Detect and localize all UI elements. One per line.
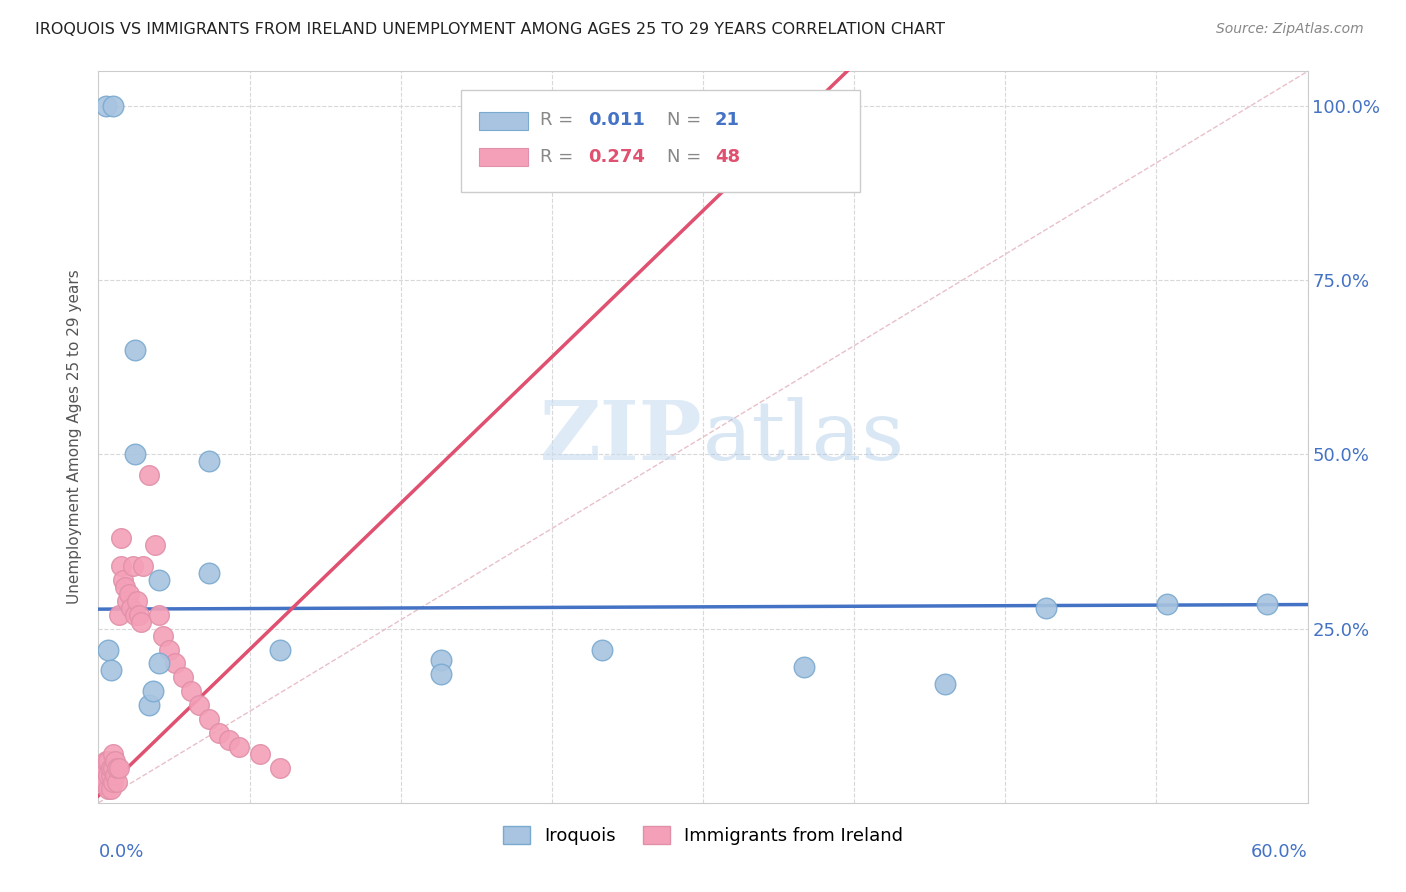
Text: 48: 48 bbox=[716, 148, 740, 166]
Text: atlas: atlas bbox=[703, 397, 905, 477]
Point bbox=[128, 607, 150, 622]
Point bbox=[96, 754, 118, 768]
Point bbox=[103, 754, 125, 768]
Point bbox=[101, 747, 124, 761]
Point bbox=[198, 454, 221, 468]
Point bbox=[110, 558, 132, 573]
Point bbox=[96, 99, 118, 113]
Point bbox=[430, 653, 453, 667]
Y-axis label: Unemployment Among Ages 25 to 29 years: Unemployment Among Ages 25 to 29 years bbox=[67, 269, 83, 605]
FancyBboxPatch shape bbox=[479, 112, 527, 130]
Point bbox=[107, 761, 129, 775]
Point bbox=[107, 607, 129, 622]
Point bbox=[148, 657, 170, 671]
Point bbox=[97, 781, 120, 796]
Point bbox=[124, 448, 146, 462]
Point bbox=[91, 775, 114, 789]
Point bbox=[228, 740, 250, 755]
Point bbox=[100, 664, 122, 678]
Point bbox=[121, 558, 143, 573]
Legend: Iroquois, Immigrants from Ireland: Iroquois, Immigrants from Ireland bbox=[495, 819, 911, 852]
Point bbox=[152, 629, 174, 643]
Point bbox=[124, 607, 146, 622]
Point bbox=[120, 600, 142, 615]
Point bbox=[1035, 600, 1057, 615]
Point bbox=[125, 594, 148, 608]
Point bbox=[100, 781, 122, 796]
Point bbox=[111, 573, 134, 587]
Point bbox=[101, 761, 124, 775]
Point bbox=[124, 343, 146, 357]
Point bbox=[105, 775, 128, 789]
Point bbox=[1256, 597, 1278, 611]
Point bbox=[105, 761, 128, 775]
Point bbox=[188, 698, 211, 713]
Point bbox=[1156, 597, 1178, 611]
Point bbox=[172, 670, 194, 684]
Point bbox=[934, 677, 956, 691]
Point bbox=[198, 566, 221, 580]
Point bbox=[163, 657, 186, 671]
Point bbox=[180, 684, 202, 698]
Text: 60.0%: 60.0% bbox=[1251, 843, 1308, 861]
Point bbox=[101, 775, 124, 789]
Text: N =: N = bbox=[666, 112, 707, 129]
Point bbox=[103, 768, 125, 782]
Point bbox=[100, 761, 122, 775]
Point bbox=[93, 761, 115, 775]
Point bbox=[115, 594, 138, 608]
Point bbox=[269, 642, 291, 657]
Point bbox=[97, 754, 120, 768]
Point bbox=[138, 468, 160, 483]
Point bbox=[97, 768, 120, 782]
Point bbox=[591, 642, 613, 657]
Point bbox=[143, 538, 166, 552]
Text: ZIP: ZIP bbox=[540, 397, 703, 477]
Point bbox=[198, 712, 221, 726]
Point bbox=[129, 615, 152, 629]
Point bbox=[269, 761, 291, 775]
Point bbox=[148, 573, 170, 587]
Text: 21: 21 bbox=[716, 112, 740, 129]
Point bbox=[114, 580, 136, 594]
Point bbox=[148, 607, 170, 622]
Point bbox=[118, 587, 141, 601]
Text: 0.274: 0.274 bbox=[588, 148, 645, 166]
Point bbox=[132, 558, 155, 573]
Text: R =: R = bbox=[540, 112, 579, 129]
Text: 0.0%: 0.0% bbox=[98, 843, 143, 861]
Point bbox=[101, 99, 124, 113]
Text: R =: R = bbox=[540, 148, 579, 166]
Point bbox=[100, 768, 122, 782]
FancyBboxPatch shape bbox=[479, 148, 527, 167]
FancyBboxPatch shape bbox=[461, 90, 860, 192]
Text: Source: ZipAtlas.com: Source: ZipAtlas.com bbox=[1216, 22, 1364, 37]
Point bbox=[138, 698, 160, 713]
Point bbox=[793, 660, 815, 674]
Point bbox=[142, 684, 165, 698]
Text: 0.011: 0.011 bbox=[588, 112, 645, 129]
Text: IROQUOIS VS IMMIGRANTS FROM IRELAND UNEMPLOYMENT AMONG AGES 25 TO 29 YEARS CORRE: IROQUOIS VS IMMIGRANTS FROM IRELAND UNEM… bbox=[35, 22, 945, 37]
Point bbox=[110, 531, 132, 545]
Point bbox=[430, 667, 453, 681]
Point bbox=[249, 747, 271, 761]
Point bbox=[96, 775, 118, 789]
Point bbox=[97, 642, 120, 657]
Point bbox=[208, 726, 231, 740]
Point bbox=[157, 642, 180, 657]
Point bbox=[93, 768, 115, 782]
Text: N =: N = bbox=[666, 148, 707, 166]
Point bbox=[218, 733, 240, 747]
